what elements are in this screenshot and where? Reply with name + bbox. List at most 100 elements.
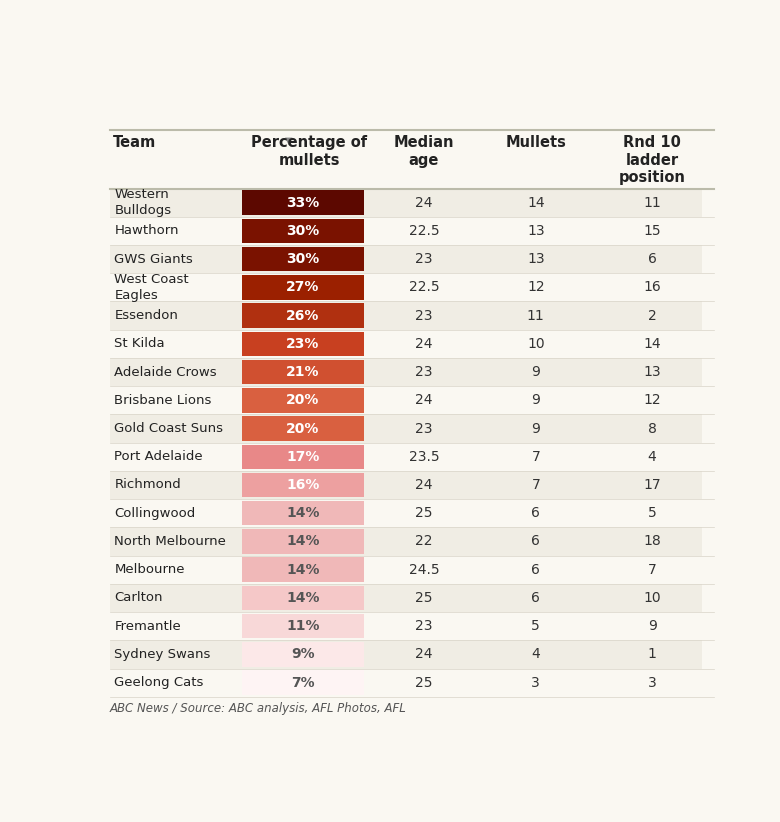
Bar [242,388,364,413]
Bar [109,414,714,442]
Text: 11: 11 [526,308,544,322]
Text: 9: 9 [531,393,541,407]
Bar [242,501,364,525]
Bar [242,219,364,243]
Text: 7: 7 [647,563,657,577]
Bar [109,640,714,668]
Text: ▼: ▼ [285,136,292,145]
Text: Adelaide Crows: Adelaide Crows [115,366,217,379]
Text: 23: 23 [415,619,433,633]
Text: 22.5: 22.5 [409,224,439,238]
Text: 7: 7 [531,450,540,464]
Text: 12: 12 [527,280,544,294]
Text: Hawthorn: Hawthorn [115,224,179,238]
Bar [109,358,714,386]
Text: 11: 11 [644,196,661,210]
Text: 23: 23 [415,308,433,322]
Text: 20%: 20% [286,422,320,436]
Bar [242,557,364,582]
Text: 9%: 9% [291,648,315,662]
Text: 14: 14 [644,337,661,351]
Bar [242,360,364,384]
Text: 6: 6 [531,563,541,577]
Text: 30%: 30% [286,224,320,238]
Bar [109,668,714,697]
Text: 2: 2 [647,308,657,322]
Bar [109,528,714,556]
Text: 23.5: 23.5 [409,450,439,464]
Bar [242,331,364,356]
Text: Brisbane Lions: Brisbane Lions [115,394,212,407]
Text: 23: 23 [415,422,433,436]
Bar [109,584,714,612]
Text: 14%: 14% [286,534,320,548]
Text: 24: 24 [415,393,433,407]
Bar [109,556,714,584]
Text: Fremantle: Fremantle [115,620,181,633]
Text: 33%: 33% [286,196,320,210]
Text: 13: 13 [527,224,544,238]
Bar [109,302,714,330]
Text: 13: 13 [527,252,544,266]
Text: 22.5: 22.5 [409,280,439,294]
Text: 3: 3 [531,676,540,690]
Text: 4: 4 [647,450,657,464]
Text: 14%: 14% [286,506,320,520]
Text: 9: 9 [531,365,541,379]
Text: Collingwood: Collingwood [115,506,196,520]
Text: 14: 14 [527,196,544,210]
Text: 6: 6 [531,506,541,520]
Text: West Coast
Eagles: West Coast Eagles [115,273,189,302]
Text: 20%: 20% [286,393,320,407]
Text: 13: 13 [644,365,661,379]
Text: 5: 5 [531,619,540,633]
Text: 7%: 7% [291,676,315,690]
Text: 22: 22 [415,534,433,548]
Bar [109,245,714,273]
Text: 23: 23 [415,365,433,379]
Text: Gold Coast Suns: Gold Coast Suns [115,422,223,435]
Text: 17%: 17% [286,450,320,464]
Text: 16%: 16% [286,478,320,492]
Text: 10: 10 [527,337,544,351]
Text: 10: 10 [644,591,661,605]
Text: Percentage of
mullets: Percentage of mullets [251,136,367,168]
Text: 11%: 11% [286,619,320,633]
Text: 24: 24 [415,337,433,351]
Text: 27%: 27% [286,280,320,294]
Bar [109,386,714,414]
Text: Median
age: Median age [394,136,454,168]
Text: 21%: 21% [286,365,320,379]
Text: 5: 5 [647,506,657,520]
Text: 7: 7 [531,478,540,492]
Bar [109,499,714,528]
Text: 15: 15 [644,224,661,238]
Text: 6: 6 [647,252,657,266]
Text: 1: 1 [647,648,657,662]
Bar [242,671,364,695]
Text: Mullets: Mullets [505,136,566,150]
Text: 24: 24 [415,648,433,662]
Text: Sydney Swans: Sydney Swans [115,648,211,661]
Text: Carlton: Carlton [115,592,163,604]
Text: 25: 25 [415,591,433,605]
Text: 18: 18 [644,534,661,548]
Bar [109,188,714,217]
Text: 24: 24 [415,478,433,492]
Text: St Kilda: St Kilda [115,337,165,350]
Text: 23: 23 [415,252,433,266]
Bar [109,442,714,471]
Text: 24: 24 [415,196,433,210]
Text: 25: 25 [415,506,433,520]
Bar [109,273,714,302]
Text: Western
Bulldogs: Western Bulldogs [115,188,172,217]
Text: 23%: 23% [286,337,320,351]
Bar [242,473,364,497]
Text: 14%: 14% [286,591,320,605]
Text: 14%: 14% [286,563,320,577]
Bar [109,471,714,499]
Text: 30%: 30% [286,252,320,266]
Bar [242,614,364,639]
Text: North Melbourne: North Melbourne [115,535,226,548]
Bar [242,416,364,441]
